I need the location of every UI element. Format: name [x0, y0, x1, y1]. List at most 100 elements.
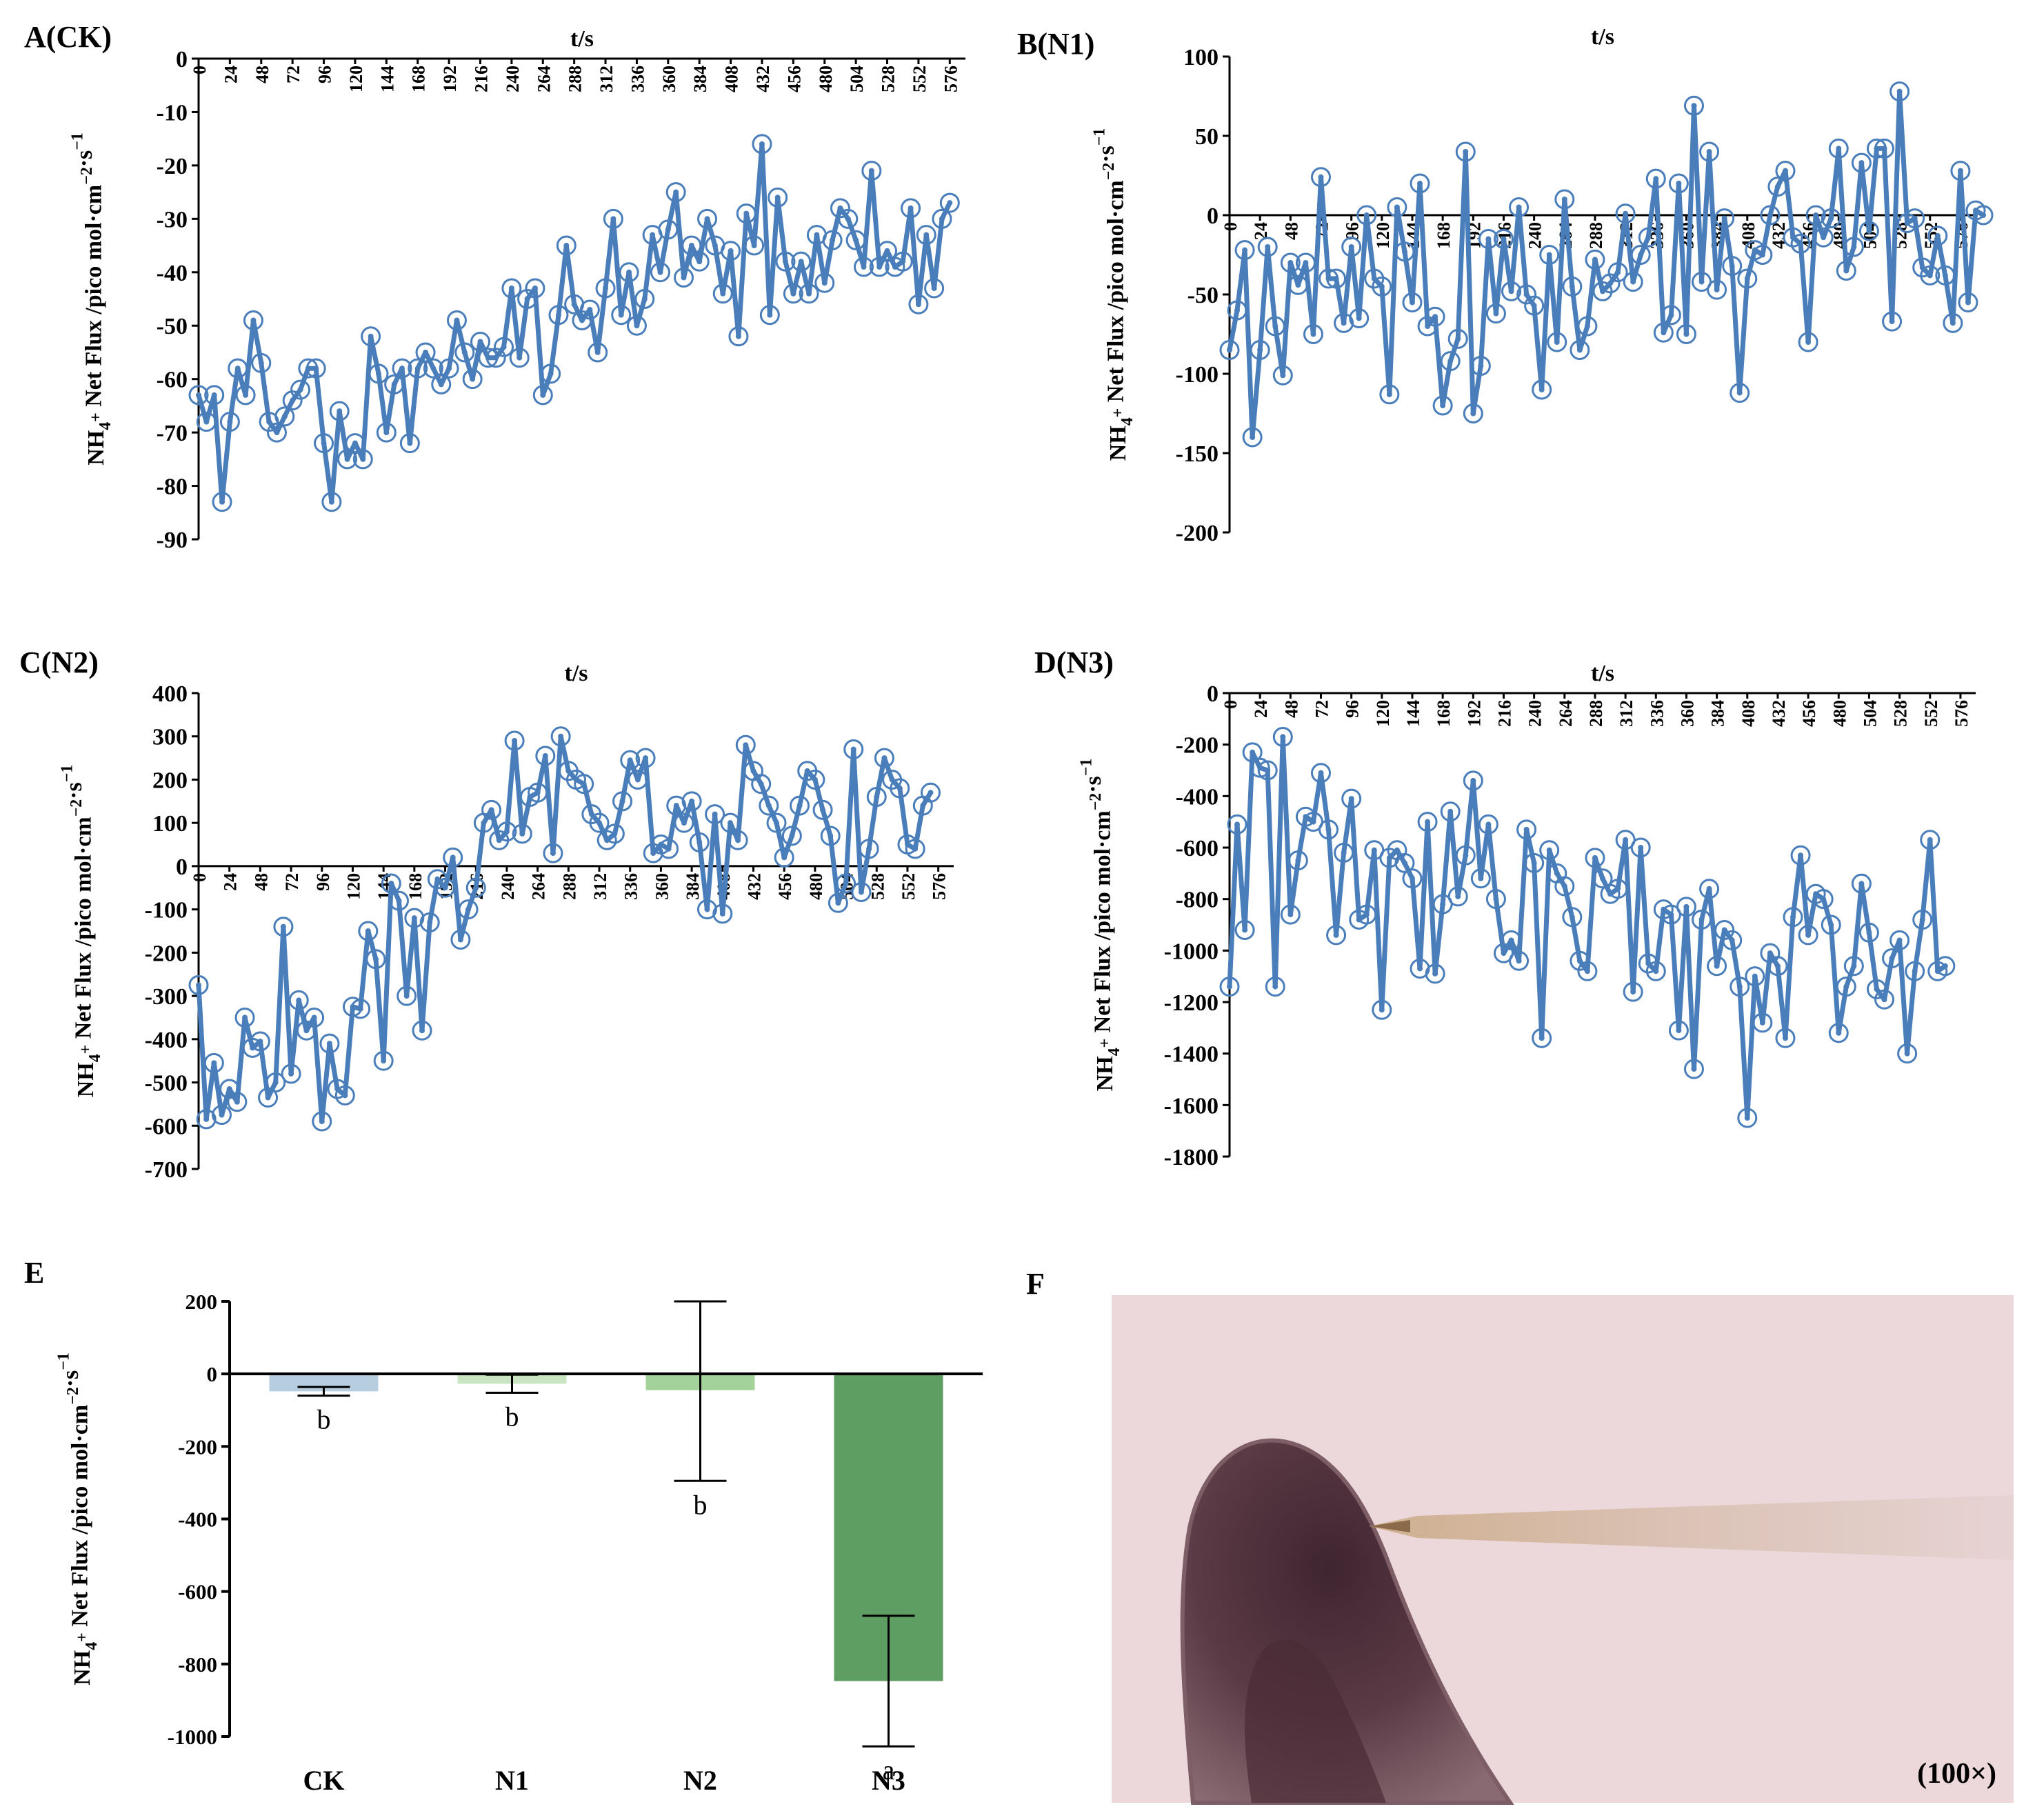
data-point-marker: [1737, 1108, 1758, 1128]
data-point: [1736, 390, 1743, 396]
data-point: [1592, 257, 1598, 263]
data-point: [783, 259, 789, 265]
data-point: [1561, 883, 1567, 889]
x-tick-label: 288: [1586, 222, 1606, 249]
data-point: [759, 141, 765, 147]
data-point: [1653, 176, 1659, 182]
data-point: [876, 264, 883, 270]
data-point: [1942, 272, 1948, 279]
data-point-marker: [1805, 205, 1826, 226]
data-point: [1303, 260, 1309, 266]
y-tick-label: -150: [1176, 441, 1219, 467]
data-point: [1508, 937, 1514, 943]
data-point-marker: [874, 748, 894, 768]
panel-label: D(N3): [1034, 646, 1114, 679]
x-tick-label: 216: [471, 66, 491, 92]
data-point: [258, 360, 264, 366]
data-point-marker: [838, 208, 859, 229]
data-point-marker: [1661, 305, 1681, 326]
x-axis-title: t/s: [565, 661, 588, 686]
data-point: [850, 746, 856, 752]
y-tick-label: -300: [145, 984, 188, 1010]
data-point-marker: [820, 826, 841, 846]
data-point-marker: [470, 331, 490, 352]
data-point: [673, 803, 679, 809]
data-point-marker: [612, 791, 633, 812]
data-point-marker: [281, 1063, 301, 1084]
data-point-marker: [1851, 152, 1872, 173]
data-point: [1729, 937, 1735, 943]
data-point: [1607, 280, 1614, 286]
data-point-marker: [1821, 914, 1841, 935]
data-point: [1774, 963, 1781, 969]
data-point-marker: [266, 422, 287, 443]
y-tick-label: -50: [1187, 283, 1219, 308]
data-point-marker: [1334, 312, 1354, 333]
data-point-marker: [419, 912, 440, 932]
data-point-marker: [1714, 919, 1735, 940]
data-point-marker: [721, 241, 741, 261]
x-tick-label: 456: [1799, 700, 1819, 727]
data-point-marker: [1676, 324, 1696, 344]
data-point-marker: [1630, 837, 1651, 858]
data-point-marker: [1767, 177, 1788, 197]
data-point-marker: [674, 812, 694, 833]
data-point: [727, 820, 733, 826]
data-point: [1683, 331, 1690, 337]
data-point-marker: [1455, 845, 1476, 866]
data-point: [1318, 770, 1324, 776]
data-point-marker: [235, 385, 256, 406]
data-point-marker: [822, 230, 843, 250]
data-point: [912, 846, 919, 852]
data-point: [1691, 1066, 1697, 1072]
data-point: [1782, 1035, 1788, 1041]
data-point: [1348, 244, 1354, 250]
data-point: [1661, 330, 1667, 336]
data-point-marker: [1577, 961, 1598, 981]
data-point-marker: [1722, 930, 1743, 950]
data-point-marker: [1730, 977, 1750, 997]
data-point: [1821, 234, 1827, 241]
x-tick-label: 288: [559, 873, 579, 900]
x-tick-label: 360: [659, 66, 679, 92]
data-point: [1554, 870, 1560, 877]
data-point-marker: [768, 187, 788, 208]
data-point-marker: [828, 892, 848, 913]
data-point: [1554, 339, 1560, 345]
data-point: [1912, 968, 1918, 974]
data-point-marker: [728, 830, 748, 850]
y-tick-label: -40: [157, 261, 188, 286]
data-point: [1516, 204, 1522, 210]
data-point-marker: [588, 342, 608, 363]
x-tick-label: 480: [1830, 700, 1849, 727]
x-tick-label: 552: [910, 66, 930, 92]
data-point-marker: [273, 917, 294, 937]
x-tick-label: 72: [282, 873, 302, 891]
y-tick-label: 0: [176, 47, 188, 72]
data-point: [1576, 958, 1583, 964]
data-point-marker: [1752, 245, 1773, 265]
data-point: [1668, 312, 1674, 318]
panel-b-chart: B(N1) t/s NH4+ Net Flux /pico mol·cm−2·s−1…: [1017, 24, 1994, 546]
data-point: [618, 312, 624, 318]
y-tick-label: 0: [1207, 681, 1219, 707]
data-point: [1440, 901, 1446, 908]
data-point-marker: [877, 241, 898, 261]
data-point: [861, 264, 867, 270]
data-point-marker: [1843, 956, 1864, 977]
data-point: [1538, 387, 1545, 392]
data-point: [765, 803, 772, 809]
x-tick-label: 504: [847, 66, 867, 92]
data-point-marker: [1858, 922, 1879, 943]
x-tick-label: 552: [899, 873, 919, 900]
data-point-marker: [1425, 963, 1445, 984]
data-point-marker: [550, 726, 571, 747]
data-point-marker: [814, 272, 835, 293]
data-point: [1744, 1115, 1750, 1121]
data-point-marker: [697, 208, 718, 229]
data-point: [1698, 917, 1705, 923]
data-point: [1363, 912, 1370, 918]
x-tick-label: 24: [1251, 700, 1271, 718]
data-point: [603, 286, 609, 292]
x-tick-label: 432: [1769, 700, 1789, 727]
